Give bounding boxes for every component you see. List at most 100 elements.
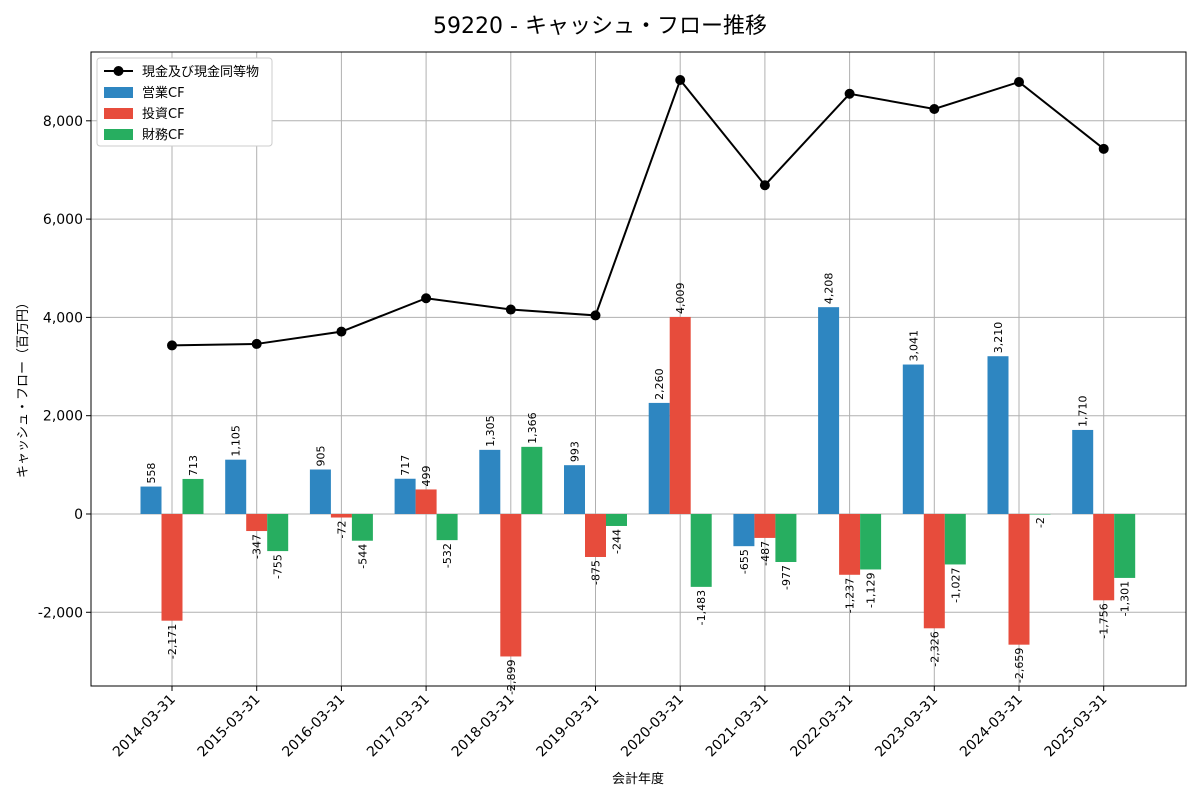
bar-financing xyxy=(1114,513,1136,578)
bar-financing xyxy=(606,513,627,526)
data-label: -1,756 xyxy=(1098,603,1111,638)
bar-investing xyxy=(246,513,268,532)
data-label: 4,208 xyxy=(823,273,836,305)
x-tick-label: 2024-03-31 xyxy=(957,692,1026,761)
data-label: -1,129 xyxy=(865,572,878,607)
bar-operating xyxy=(902,364,924,514)
data-label: -487 xyxy=(759,541,772,566)
x-tick-label: 2020-03-31 xyxy=(618,692,687,761)
bar-financing xyxy=(267,513,289,552)
y-tick-label: 6,000 xyxy=(43,212,83,228)
legend-bar-swatch xyxy=(104,87,133,98)
x-tick-label: 2019-03-31 xyxy=(533,692,602,761)
cash-point xyxy=(1014,76,1024,87)
bar-financing xyxy=(775,513,797,563)
data-label: 993 xyxy=(569,441,582,462)
bar-financing xyxy=(182,478,204,514)
data-label: -755 xyxy=(272,554,285,579)
legend-bar-swatch xyxy=(104,129,133,140)
x-tick-label: 2022-03-31 xyxy=(788,692,857,761)
chart-title: 59220 - キャッシュ・フロー推移 xyxy=(433,14,767,39)
data-label: 1,305 xyxy=(484,415,497,447)
bar-investing xyxy=(330,513,352,518)
cash-line xyxy=(171,77,1105,347)
data-label: 3,210 xyxy=(992,322,1005,354)
data-label: 1,710 xyxy=(1077,395,1090,427)
legend-label: 投資CF xyxy=(142,106,185,122)
plot-frame xyxy=(90,51,1187,687)
legend-marker xyxy=(113,66,124,76)
cash-point xyxy=(1098,143,1109,154)
bar-financing xyxy=(436,513,458,541)
y-tick-label: 0 xyxy=(74,507,83,523)
cash-point xyxy=(675,75,686,86)
bar-operating xyxy=(733,513,755,547)
line-layer xyxy=(167,75,1109,351)
x-tick-label: 2017-03-31 xyxy=(364,692,433,761)
data-label: 717 xyxy=(399,455,412,476)
bar-operating xyxy=(648,402,670,514)
bar-investing xyxy=(415,489,437,514)
legend-label: 営業CF xyxy=(142,85,185,101)
data-label: 2,260 xyxy=(653,368,666,400)
data-label: 4,009 xyxy=(674,282,687,314)
legend-box xyxy=(96,57,273,147)
bar-operating xyxy=(1072,429,1094,514)
cash-point xyxy=(167,340,177,351)
x-tick-label: 2014-03-31 xyxy=(110,692,179,761)
x-tick-label: 2018-03-31 xyxy=(449,692,518,761)
bar-operating xyxy=(394,478,416,514)
legend-label: 財務CF xyxy=(142,128,185,143)
data-label: -2 xyxy=(1034,517,1047,528)
data-label: -1,237 xyxy=(844,578,857,613)
bar-investing xyxy=(1093,513,1115,601)
cash-point xyxy=(505,304,516,315)
bar-operating xyxy=(309,469,331,514)
legend-bar-swatch xyxy=(104,108,133,119)
y-tick-label: -2,000 xyxy=(38,605,83,621)
bar-investing xyxy=(923,513,945,629)
data-label: -1,301 xyxy=(1119,581,1132,616)
cash-point xyxy=(421,293,432,304)
data-label: -532 xyxy=(441,543,454,568)
x-tick-label: 2025-03-31 xyxy=(1042,692,1111,761)
bar-investing xyxy=(161,513,183,621)
bar-investing xyxy=(585,513,606,557)
data-label: -2,659 xyxy=(1013,648,1026,683)
data-label: 499 xyxy=(420,465,433,486)
bar-financing xyxy=(860,513,882,570)
y-axis-label: キャッシュ・フロー（百万円） xyxy=(16,296,31,478)
bars-layer xyxy=(140,307,1136,657)
bar-financing xyxy=(521,446,543,514)
bar-investing xyxy=(754,513,776,538)
bar-financing xyxy=(690,513,712,587)
data-label: 1,366 xyxy=(526,412,539,444)
y-tick-label: 2,000 xyxy=(43,409,83,425)
data-label: -977 xyxy=(780,565,793,590)
bar-investing xyxy=(1008,513,1030,645)
x-tick-label: 2021-03-31 xyxy=(703,692,772,761)
x-tick-label: 2016-03-31 xyxy=(279,692,348,761)
x-tick-label: 2015-03-31 xyxy=(195,692,264,761)
cash-point xyxy=(759,180,770,191)
data-label: 1,105 xyxy=(230,425,243,457)
bar-operating xyxy=(140,486,162,514)
bar-investing xyxy=(500,513,522,657)
cash-point xyxy=(929,104,940,115)
bar-operating xyxy=(818,307,840,514)
y-tick-label: 8,000 xyxy=(43,114,83,130)
bar-operating xyxy=(225,459,247,514)
x-tick-label: 2023-03-31 xyxy=(872,692,941,761)
cash-point xyxy=(844,88,855,99)
bar-operating xyxy=(987,356,1009,514)
data-label: 3,041 xyxy=(907,330,920,362)
bar-operating xyxy=(564,465,585,514)
bar-financing xyxy=(944,513,966,565)
cash-point xyxy=(336,326,347,337)
data-label: 713 xyxy=(187,455,200,476)
data-label: -544 xyxy=(356,544,369,569)
legend-label: 現金及び現金同等物 xyxy=(142,64,259,80)
cash-point xyxy=(251,338,262,349)
